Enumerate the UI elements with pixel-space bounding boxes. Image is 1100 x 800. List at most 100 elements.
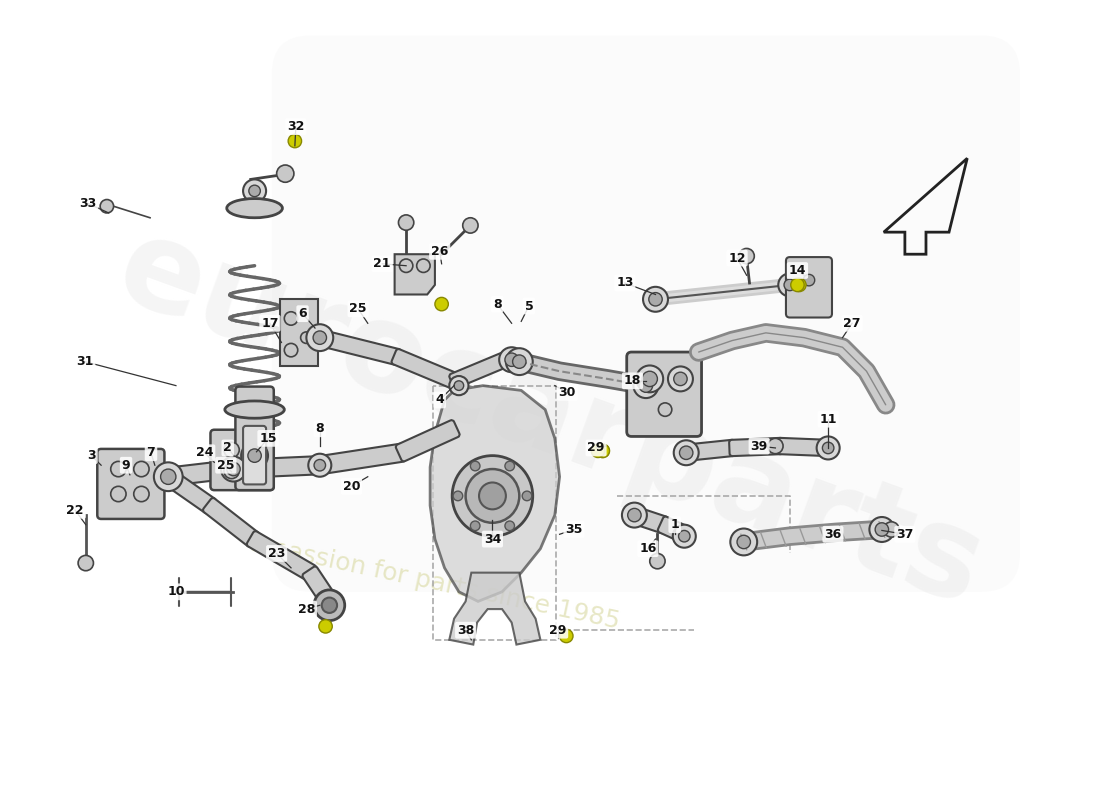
Circle shape [78,555,94,570]
Text: 22: 22 [66,504,84,517]
Circle shape [154,462,183,491]
Circle shape [793,278,806,292]
FancyBboxPatch shape [202,498,260,546]
Text: 6: 6 [298,307,307,320]
Text: 38: 38 [456,624,474,637]
Text: 7: 7 [146,446,155,459]
Text: 8: 8 [316,422,324,435]
Text: 18: 18 [624,374,641,387]
FancyBboxPatch shape [272,35,1020,592]
Circle shape [288,134,301,148]
Circle shape [284,343,298,357]
Circle shape [134,462,150,477]
FancyBboxPatch shape [165,460,238,486]
Circle shape [639,379,652,392]
Circle shape [644,287,668,312]
Circle shape [730,529,757,555]
Circle shape [816,437,839,459]
Circle shape [227,462,240,476]
Circle shape [803,274,815,286]
Circle shape [679,530,690,542]
Circle shape [673,525,696,548]
Text: a passion for parts since 1985: a passion for parts since 1985 [248,531,623,634]
Ellipse shape [227,198,283,218]
Circle shape [779,274,801,297]
FancyBboxPatch shape [97,449,164,519]
Circle shape [417,259,430,273]
FancyBboxPatch shape [683,440,736,461]
Text: 31: 31 [76,355,94,368]
Circle shape [248,449,262,462]
Circle shape [399,259,412,273]
Text: 29: 29 [587,442,605,454]
Text: 33: 33 [79,197,97,210]
Circle shape [300,332,312,343]
Text: 11: 11 [820,413,837,426]
Text: 2: 2 [223,442,232,454]
Circle shape [737,535,750,549]
Circle shape [452,456,532,536]
Circle shape [513,355,526,368]
Circle shape [591,444,605,458]
Circle shape [307,324,333,351]
Polygon shape [449,573,540,645]
FancyBboxPatch shape [396,420,460,462]
Text: 16: 16 [639,542,657,555]
Circle shape [221,457,246,482]
Circle shape [798,269,821,292]
Polygon shape [279,299,318,366]
Circle shape [315,590,344,621]
Text: 4: 4 [436,394,444,406]
Circle shape [249,463,264,478]
Circle shape [634,373,659,398]
Text: 26: 26 [431,245,449,258]
Circle shape [224,442,239,458]
Text: 17: 17 [261,317,278,330]
FancyBboxPatch shape [658,517,690,542]
Circle shape [869,517,894,542]
Circle shape [161,469,176,485]
FancyBboxPatch shape [729,438,783,456]
Circle shape [243,179,266,202]
Text: 34: 34 [484,533,502,546]
Text: 14: 14 [789,264,806,277]
Text: 39: 39 [750,439,768,453]
Text: 30: 30 [559,386,576,399]
FancyBboxPatch shape [162,469,216,514]
Circle shape [768,438,783,454]
Text: 36: 36 [824,528,842,541]
Text: 9: 9 [122,458,131,472]
Circle shape [784,279,795,290]
Circle shape [478,482,506,510]
Text: 5: 5 [525,299,533,313]
FancyBboxPatch shape [316,330,400,365]
Text: 8: 8 [493,298,502,310]
Circle shape [321,598,337,613]
Text: 1: 1 [670,518,679,531]
FancyBboxPatch shape [777,438,832,456]
FancyBboxPatch shape [449,350,517,388]
Circle shape [642,371,658,386]
FancyBboxPatch shape [627,352,702,437]
Text: 20: 20 [343,480,360,493]
Circle shape [453,491,463,501]
Circle shape [680,446,693,459]
Circle shape [249,442,264,458]
Circle shape [596,444,609,458]
Circle shape [276,165,294,182]
FancyBboxPatch shape [785,257,832,318]
Text: 3: 3 [87,449,96,462]
Circle shape [434,298,449,310]
Circle shape [628,508,641,522]
FancyBboxPatch shape [230,456,323,478]
Circle shape [636,366,663,392]
FancyBboxPatch shape [246,531,316,581]
Circle shape [596,444,609,458]
Circle shape [284,312,298,325]
Circle shape [398,215,414,230]
Text: 10: 10 [167,586,185,598]
Circle shape [465,469,519,522]
Circle shape [505,353,518,366]
FancyBboxPatch shape [210,430,274,490]
Circle shape [241,442,268,469]
